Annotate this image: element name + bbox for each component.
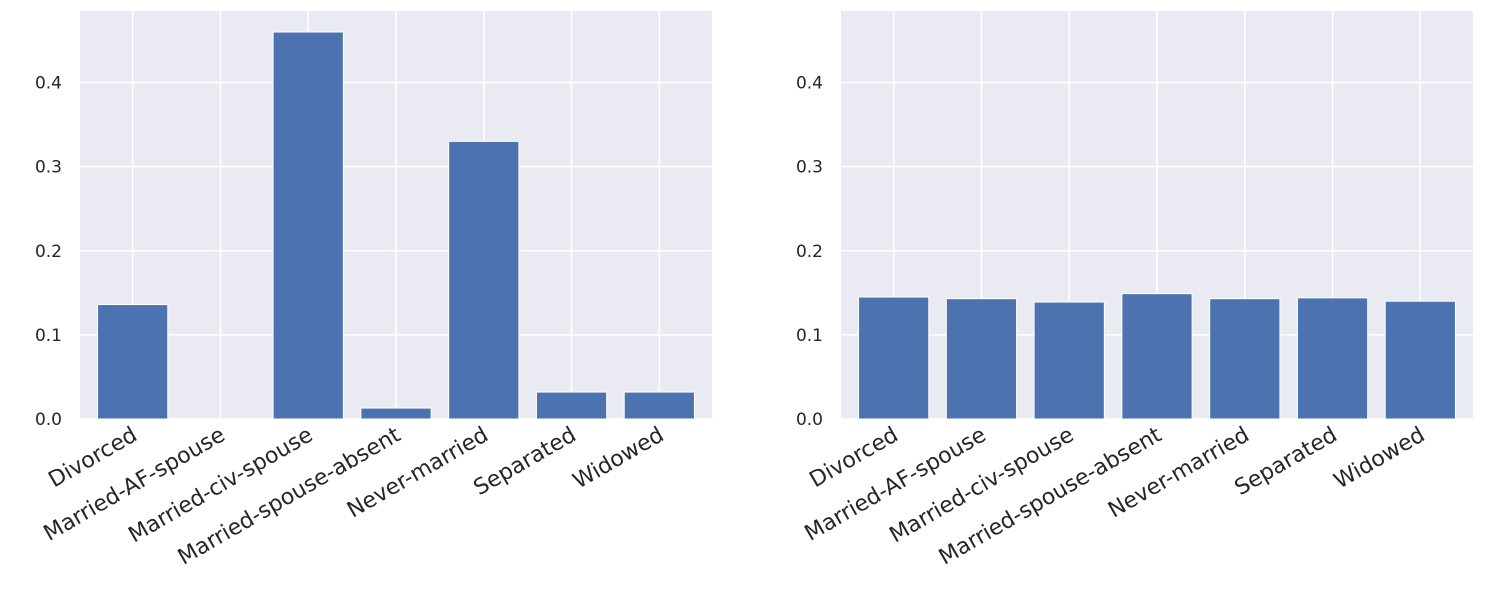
right-y-tick-label: 0.0 bbox=[796, 410, 823, 430]
left-y-tick-label: 0.2 bbox=[35, 242, 62, 262]
left-bar-married-spouse-absent bbox=[360, 407, 432, 420]
right-y-tick-label: 0.2 bbox=[796, 242, 823, 262]
left-bar-separated bbox=[535, 391, 608, 420]
left-bar-divorced bbox=[97, 304, 169, 420]
right-bar-married-civ-spouse bbox=[1033, 301, 1105, 420]
right-bar-never-married bbox=[1209, 298, 1281, 420]
left-bar-married-civ-spouse bbox=[272, 31, 344, 420]
left-y-tick-label: 0.4 bbox=[35, 74, 62, 94]
right-x-tick-label: Widowed bbox=[1330, 423, 1429, 495]
chart-right: 0.00.10.20.30.4DivorcedMarried-AF-spouse… bbox=[796, 11, 1473, 570]
left-bar-widowed bbox=[623, 391, 695, 420]
right-bar-separated bbox=[1296, 297, 1369, 420]
left-bar-never-married bbox=[448, 140, 520, 420]
chart-left: 0.00.10.20.30.4DivorcedMarried-AF-spouse… bbox=[35, 11, 712, 570]
right-y-tick-label: 0.1 bbox=[796, 326, 823, 346]
left-y-tick-label: 0.1 bbox=[35, 326, 62, 346]
left-y-tick-label: 0.0 bbox=[35, 410, 62, 430]
right-y-tick-label: 0.4 bbox=[796, 74, 823, 94]
left-y-tick-label: 0.3 bbox=[35, 158, 62, 178]
right-bar-widowed bbox=[1384, 300, 1456, 420]
right-bar-divorced bbox=[858, 296, 930, 420]
right-bar-married-af-spouse bbox=[945, 298, 1018, 420]
right-y-tick-label: 0.3 bbox=[796, 158, 823, 178]
right-bar-married-spouse-absent bbox=[1121, 293, 1193, 420]
left-x-tick-label: Widowed bbox=[569, 423, 668, 495]
